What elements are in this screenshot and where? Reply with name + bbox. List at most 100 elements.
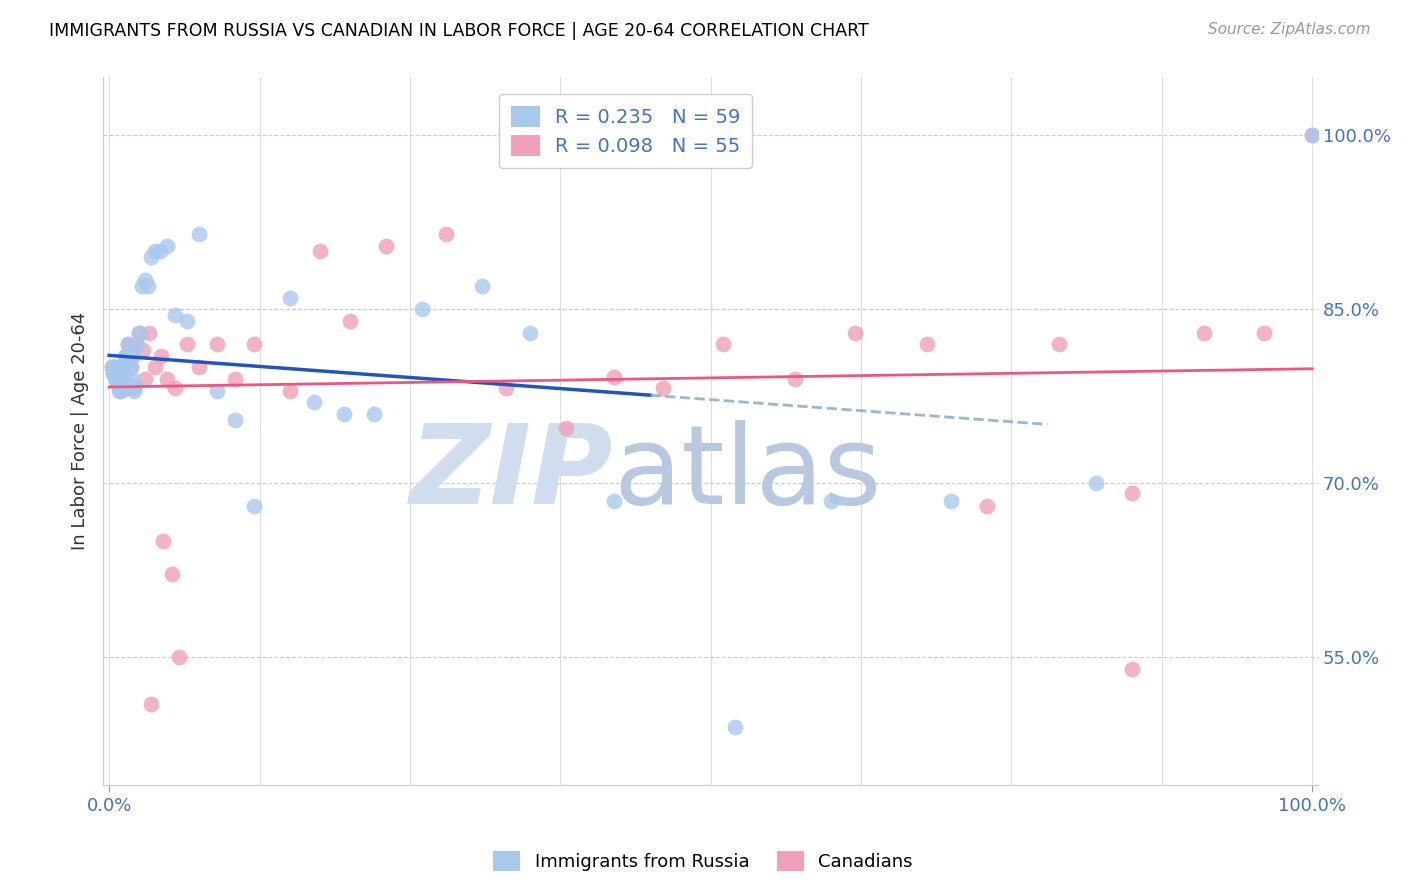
Point: [121, 372, 143, 386]
Point: [112, 381, 135, 395]
Point: [124, 384, 146, 398]
Point: [374, 238, 396, 252]
Point: [125, 337, 148, 351]
Point: [115, 360, 138, 375]
Point: [224, 412, 246, 426]
Point: [101, 366, 124, 380]
Point: [363, 407, 385, 421]
Point: [107, 362, 129, 376]
Point: [107, 377, 129, 392]
Point: [128, 326, 150, 340]
Point: [115, 360, 138, 375]
Point: [149, 244, 172, 259]
Point: [104, 372, 127, 386]
Point: [976, 500, 998, 514]
Point: [100, 360, 122, 375]
Point: [783, 372, 806, 386]
Point: [165, 308, 187, 322]
Point: [188, 360, 211, 375]
Point: [1301, 128, 1323, 143]
Point: [278, 291, 301, 305]
Y-axis label: In Labor Force | Age 20-64: In Labor Force | Age 20-64: [72, 312, 89, 550]
Point: [108, 372, 131, 386]
Point: [122, 349, 145, 363]
Point: [302, 395, 325, 409]
Point: [111, 360, 134, 375]
Point: [1301, 128, 1323, 143]
Point: [941, 493, 963, 508]
Point: [107, 365, 129, 379]
Point: [101, 366, 124, 380]
Point: [118, 349, 141, 363]
Point: [105, 360, 128, 375]
Point: [844, 326, 866, 340]
Point: [124, 337, 146, 351]
Text: ZIP: ZIP: [411, 420, 613, 527]
Point: [152, 534, 174, 549]
Point: [122, 381, 145, 395]
Point: [115, 381, 138, 395]
Point: [160, 566, 183, 581]
Point: [104, 368, 127, 383]
Point: [143, 244, 166, 259]
Legend: Immigrants from Russia, Canadians: Immigrants from Russia, Canadians: [486, 844, 920, 879]
Point: [114, 372, 136, 386]
Point: [114, 349, 136, 363]
Point: [138, 326, 160, 340]
Point: [603, 493, 626, 508]
Point: [107, 384, 129, 398]
Point: [555, 420, 578, 434]
Point: [136, 279, 159, 293]
Point: [117, 337, 139, 351]
Text: atlas: atlas: [613, 420, 882, 527]
Point: [107, 372, 129, 386]
Point: [165, 381, 187, 395]
Point: [1084, 476, 1107, 491]
Point: [711, 337, 734, 351]
Point: [156, 238, 179, 252]
Point: [188, 227, 211, 241]
Point: [134, 273, 156, 287]
Point: [176, 337, 198, 351]
Point: [108, 366, 131, 380]
Point: [471, 279, 494, 293]
Point: [111, 366, 134, 380]
Point: [1192, 326, 1215, 340]
Point: [143, 360, 166, 375]
Point: [207, 337, 229, 351]
Point: [103, 366, 125, 380]
Point: [132, 343, 155, 357]
Point: [603, 369, 626, 384]
Point: [242, 337, 264, 351]
Point: [308, 244, 330, 259]
Point: [110, 384, 132, 398]
Text: IMMIGRANTS FROM RUSSIA VS CANADIAN IN LABOR FORCE | AGE 20-64 CORRELATION CHART: IMMIGRANTS FROM RUSSIA VS CANADIAN IN LA…: [49, 22, 869, 40]
Point: [131, 279, 153, 293]
Point: [724, 720, 747, 734]
Point: [242, 500, 264, 514]
Legend: R = 0.235   N = 59, R = 0.098   N = 55: R = 0.235 N = 59, R = 0.098 N = 55: [499, 95, 752, 168]
Point: [115, 360, 138, 375]
Point: [820, 493, 842, 508]
Point: [156, 372, 179, 386]
Point: [651, 381, 673, 395]
Point: [278, 384, 301, 398]
Point: [108, 377, 131, 392]
Point: [124, 377, 146, 392]
Point: [149, 349, 172, 363]
Point: [112, 372, 135, 386]
Point: [103, 366, 125, 380]
Text: Source: ZipAtlas.com: Source: ZipAtlas.com: [1208, 22, 1371, 37]
Point: [104, 360, 127, 375]
Point: [411, 302, 433, 317]
Point: [110, 377, 132, 392]
Point: [1121, 662, 1143, 676]
Point: [103, 360, 125, 375]
Point: [1253, 326, 1275, 340]
Point: [167, 650, 190, 665]
Point: [207, 384, 229, 398]
Point: [1121, 485, 1143, 500]
Point: [120, 360, 142, 375]
Point: [107, 366, 129, 380]
Point: [519, 326, 541, 340]
